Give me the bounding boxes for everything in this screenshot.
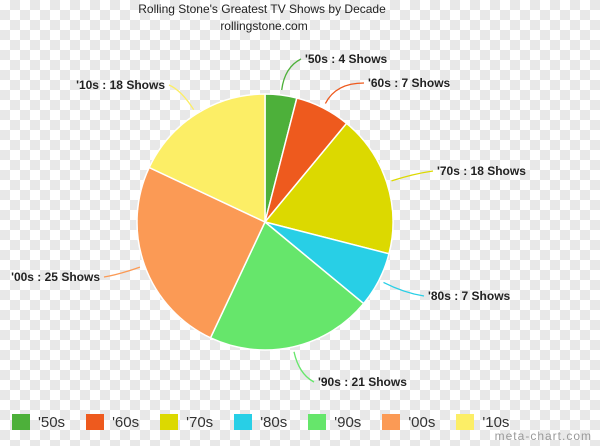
legend-swatch [382,414,401,430]
legend-swatch [308,414,327,430]
chart-subtitle: rollingstone.com [220,19,307,33]
leader-line [281,58,302,91]
legend-label: '00s [408,413,436,431]
label-leaders [103,58,434,383]
data-labels: '50s : 4 Shows '60s : 7 Shows '70s : 18 Sh… [11,52,526,389]
pie-slice-90s [209,220,365,351]
pie-slice-10s [148,93,266,224]
legend-label: '60s [112,413,140,431]
legend-swatch [12,414,30,430]
pie-slices [136,93,394,351]
leader-line [391,170,434,182]
legend-item: '50s [12,414,65,431]
pie-slice-00s [136,166,266,339]
legend-swatch [86,414,105,430]
data-label: '60s : 7 Shows [368,76,451,90]
legend-item: '70s [160,414,213,431]
legend-item: '10s [456,414,509,431]
legend-label: '80s [260,413,288,431]
legend-item: '90s [308,414,361,431]
legend-label: '70s [186,413,214,431]
pie-slice-70s [263,122,394,255]
data-label: '50s : 4 Shows [305,52,388,66]
legend-item: '80s [234,414,287,431]
data-label: '90s : 21 Shows [318,375,407,389]
leader-line [103,266,141,278]
legend: '50s '60s '70s '80s '90s '00s '10s [12,410,600,434]
legend-label: '10s [482,413,510,431]
legend-swatch [456,414,475,430]
legend-item: '60s [86,414,139,431]
data-label: '10s : 18 Shows [76,78,165,92]
data-label: '70s : 18 Shows [437,164,526,178]
watermark: meta-chart.com [494,429,592,443]
leader-line [383,281,425,297]
legend-item: '00s [382,414,435,431]
legend-label: '50s [38,413,66,431]
chart-title: Rolling Stone's Greatest TV Shows by Dec… [138,2,386,16]
leader-line [293,351,315,383]
legend-swatch [234,414,253,430]
data-label: '80s : 7 Shows [428,289,511,303]
legend-label: '90s [334,413,362,431]
leader-line [324,82,365,104]
data-label: '00s : 25 Shows [11,270,100,284]
leader-line [168,84,195,111]
legend-swatch [160,414,179,430]
